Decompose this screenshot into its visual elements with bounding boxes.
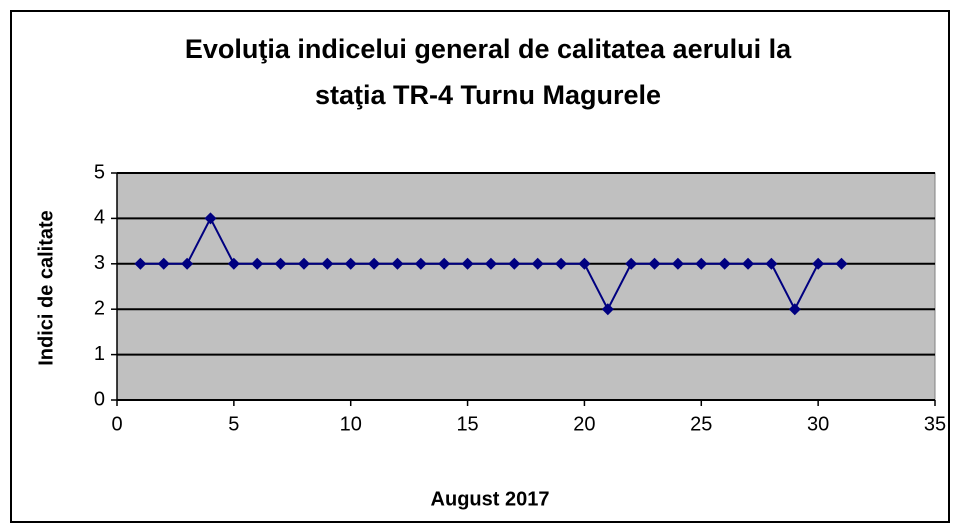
data-point bbox=[695, 257, 708, 270]
data-point bbox=[321, 257, 334, 270]
data-point bbox=[227, 257, 240, 270]
data-point bbox=[671, 257, 684, 270]
y-tick-label: 1 bbox=[94, 343, 105, 365]
x-tick-label: 20 bbox=[573, 413, 595, 435]
data-point bbox=[578, 257, 591, 270]
data-point bbox=[461, 257, 474, 270]
x-tick-label: 15 bbox=[456, 413, 478, 435]
data-point bbox=[181, 257, 194, 270]
data-point bbox=[274, 257, 287, 270]
data-point bbox=[788, 303, 801, 316]
y-axis-label: Indici de calitate bbox=[35, 210, 57, 366]
data-point bbox=[251, 257, 264, 270]
y-tick-label: 2 bbox=[94, 297, 105, 319]
data-point bbox=[344, 257, 357, 270]
x-tick-label: 25 bbox=[690, 413, 712, 435]
y-tick-label: 5 bbox=[94, 161, 105, 183]
data-point bbox=[765, 257, 778, 270]
data-point bbox=[555, 257, 568, 270]
data-point bbox=[531, 257, 544, 270]
y-tick-label: 4 bbox=[94, 207, 105, 229]
plot-area bbox=[116, 172, 936, 401]
chart-title: staţia TR-4 Turnu Magurele bbox=[315, 80, 661, 110]
data-point bbox=[812, 257, 825, 270]
data-point bbox=[297, 257, 310, 270]
x-tick-label: 35 bbox=[924, 413, 946, 435]
data-point bbox=[134, 257, 147, 270]
y-tick-label: 3 bbox=[94, 252, 105, 274]
data-point bbox=[438, 257, 451, 270]
x-axis-label: August 2017 bbox=[431, 488, 550, 510]
data-point bbox=[648, 257, 661, 270]
data-point bbox=[204, 212, 217, 225]
data-point bbox=[625, 257, 638, 270]
data-point bbox=[835, 257, 848, 270]
data-point bbox=[157, 257, 170, 270]
x-tick-label: 30 bbox=[807, 413, 829, 435]
data-point bbox=[391, 257, 404, 270]
data-point bbox=[718, 257, 731, 270]
data-point bbox=[601, 303, 614, 316]
x-tick-label: 0 bbox=[111, 413, 122, 435]
y-tick-label: 0 bbox=[94, 388, 105, 410]
data-point bbox=[742, 257, 755, 270]
chart-title: Evoluţia indicelui general de calitatea … bbox=[185, 34, 792, 64]
data-point bbox=[368, 257, 381, 270]
data-point bbox=[508, 257, 521, 270]
x-tick-label: 5 bbox=[228, 413, 239, 435]
x-tick-label: 10 bbox=[340, 413, 362, 435]
data-point bbox=[484, 257, 497, 270]
data-point bbox=[414, 257, 427, 270]
